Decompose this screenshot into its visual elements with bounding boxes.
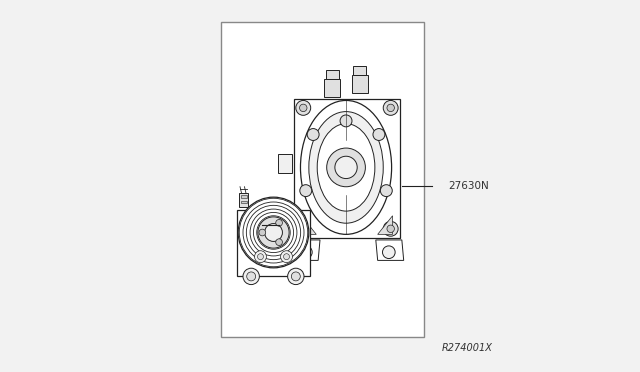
Polygon shape: [301, 216, 316, 234]
Circle shape: [373, 129, 385, 141]
Circle shape: [307, 129, 319, 141]
Circle shape: [383, 100, 398, 115]
Ellipse shape: [309, 112, 383, 223]
Bar: [241, 195, 246, 198]
Circle shape: [257, 254, 264, 260]
Circle shape: [280, 251, 292, 263]
Circle shape: [326, 148, 365, 187]
Polygon shape: [278, 154, 292, 173]
Circle shape: [380, 185, 392, 196]
Ellipse shape: [317, 124, 375, 211]
Circle shape: [276, 239, 282, 246]
Polygon shape: [237, 210, 310, 276]
Circle shape: [276, 219, 282, 226]
Bar: [326, 70, 339, 79]
Circle shape: [246, 272, 255, 281]
Circle shape: [387, 104, 394, 112]
Bar: [351, 75, 369, 93]
Circle shape: [287, 268, 304, 285]
Bar: [294, 99, 400, 238]
Bar: [241, 201, 246, 203]
Circle shape: [383, 246, 395, 259]
Circle shape: [387, 225, 394, 232]
Circle shape: [296, 221, 310, 236]
Circle shape: [300, 104, 307, 112]
Polygon shape: [290, 240, 320, 260]
Circle shape: [300, 185, 312, 196]
Circle shape: [335, 156, 357, 179]
Circle shape: [238, 197, 309, 268]
Text: 27630N: 27630N: [449, 181, 489, 191]
Text: R274001X: R274001X: [442, 343, 493, 353]
Circle shape: [300, 246, 312, 259]
Polygon shape: [376, 240, 404, 260]
Circle shape: [300, 225, 307, 232]
Circle shape: [296, 100, 310, 115]
Circle shape: [383, 221, 398, 236]
Ellipse shape: [300, 100, 392, 234]
Text: 27633: 27633: [244, 220, 277, 230]
Circle shape: [255, 251, 266, 263]
Circle shape: [340, 115, 352, 127]
Circle shape: [259, 229, 266, 236]
Bar: [221, 22, 424, 337]
Bar: [239, 193, 248, 207]
Circle shape: [284, 254, 289, 260]
Circle shape: [291, 272, 300, 281]
Circle shape: [243, 268, 259, 285]
Circle shape: [258, 217, 289, 248]
Circle shape: [264, 224, 282, 241]
Polygon shape: [378, 216, 392, 234]
Bar: [324, 79, 340, 97]
Bar: [353, 66, 367, 75]
